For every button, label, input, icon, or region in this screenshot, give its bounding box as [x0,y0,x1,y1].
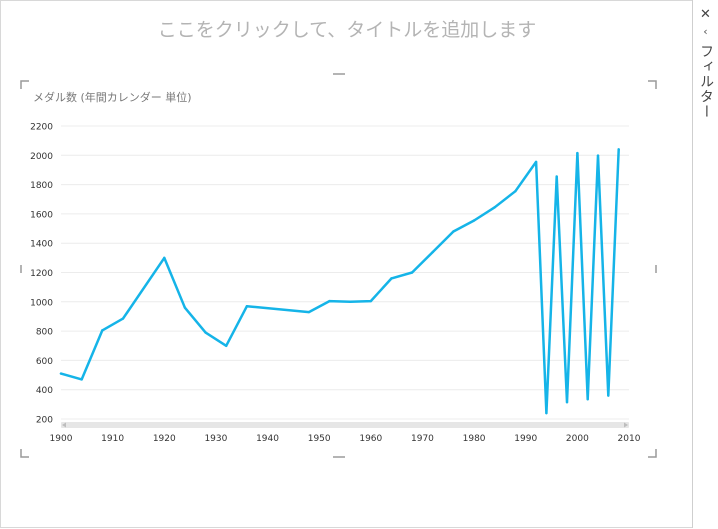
series-line [59,148,620,415]
x-axis-ticks: 1900 1910 1920 1930 1940 1950 1960 1970 1980 1990… [50,434,641,444]
report-title-placeholder[interactable]: ここをクリックして、タイトルを追加します [157,19,537,41]
data-point [369,299,373,303]
data-point [121,317,125,320]
data-point [328,299,331,303]
y-tick-label: 1400 [30,240,53,250]
x-tick-label: 1980 [463,434,486,444]
data-point [80,378,83,381]
y-tick-label: 600 [36,357,53,367]
filter-pane-label[interactable]: フィルター [698,44,714,119]
data-point [348,300,352,303]
data-point [617,148,620,151]
line-chart: 200 400 600 800 1000 1200 1400 1600 1800 2000 2200… [20,73,657,458]
data-point [472,219,476,222]
close-icon[interactable]: ✕ [700,7,711,22]
data-point [596,154,600,157]
data-point [225,344,228,347]
data-point [514,189,517,193]
data-point [576,151,579,155]
scroll-right-icon [624,422,628,428]
x-tick-label: 1970 [411,434,434,444]
chart-scrollbar [61,422,629,428]
x-tick-label: 1940 [256,434,279,444]
y-axis-ticks: 200 400 600 800 1000 1200 1400 1600 1800 2000 2200 [30,123,53,426]
data-point [410,271,414,274]
x-tick-label: 1920 [153,434,176,444]
data-point [565,400,569,404]
x-tick-label: 1910 [101,434,124,444]
y-tick-label: 1000 [30,298,53,308]
data-point [307,310,311,314]
corner-handle [20,80,29,89]
x-tick-label: 1990 [514,434,537,444]
data-point [555,175,558,178]
x-tick-label: 1950 [308,434,331,444]
data-point [545,411,548,415]
x-tick-label: 1960 [359,434,382,444]
chart-selection-handles [20,73,657,458]
chevron-left-icon[interactable]: ‹ [703,25,708,38]
data-point [452,230,455,233]
y-tick-label: 400 [36,386,53,396]
y-tick-label: 2000 [30,152,53,162]
y-tick-label: 200 [36,416,53,426]
corner-handle [20,449,29,458]
data-point [204,331,207,334]
y-tick-label: 1200 [30,269,53,279]
data-point [431,250,434,254]
scrollbar-track [61,422,629,428]
data-point [59,372,63,375]
data-point [534,160,538,164]
chart-title: メダル数 (年間カレンダー 単位) [33,91,192,104]
corner-handle [648,80,657,89]
chart-series [59,148,620,415]
x-tick-label: 1900 [50,434,73,444]
data-point [586,398,589,401]
x-tick-label: 2000 [566,434,589,444]
corner-handle [648,449,657,458]
scroll-left-icon [62,422,66,428]
data-point [493,206,496,209]
data-point [163,256,166,260]
data-point [390,277,393,280]
y-tick-label: 800 [36,328,53,338]
y-tick-label: 2200 [30,123,53,133]
filter-pane: ✕ ‹ フィルター [692,0,718,528]
data-point [245,304,249,308]
y-tick-label: 1600 [30,210,53,220]
data-point [607,394,610,397]
x-tick-label: 2010 [618,434,641,444]
x-tick-label: 1930 [204,434,227,444]
data-point [183,306,187,309]
data-point [101,329,104,332]
y-tick-label: 1800 [30,181,53,191]
